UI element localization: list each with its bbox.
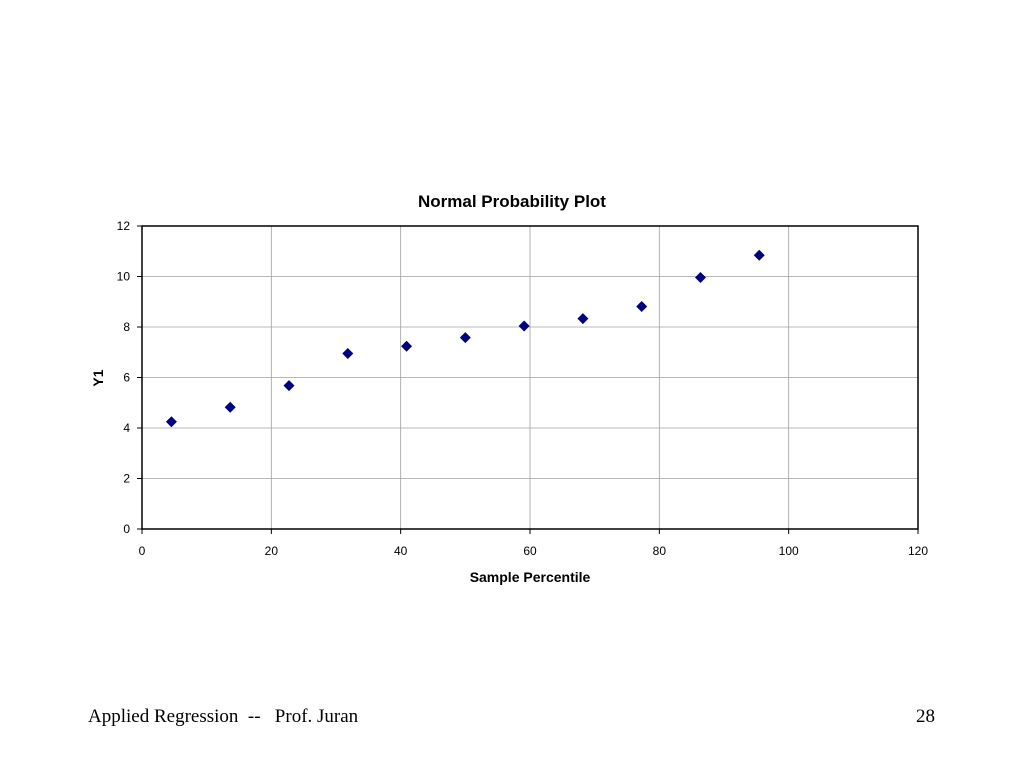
data-point	[753, 249, 765, 261]
x-tick-label: 20	[265, 544, 279, 558]
footer-course-text: Applied Regression -- Prof. Juran	[88, 706, 359, 727]
data-point	[518, 320, 530, 332]
data-point	[636, 301, 648, 313]
x-axis-label: Sample Percentile	[470, 569, 591, 585]
x-tick-label: 80	[653, 544, 667, 558]
x-tick-label: 100	[779, 544, 799, 558]
gridlines	[142, 226, 918, 529]
y-tick-label: 10	[117, 270, 131, 284]
y-tick-label: 2	[123, 472, 130, 486]
page-number: 28	[916, 706, 935, 727]
data-points	[165, 249, 765, 428]
data-point	[694, 272, 706, 284]
y-tick-label: 12	[117, 219, 131, 233]
x-tick-label: 60	[523, 544, 537, 558]
data-point	[342, 348, 354, 360]
x-tick-label: 0	[139, 544, 146, 558]
chart-title: Normal Probability Plot	[418, 192, 606, 211]
y-axis-label: Y1	[90, 369, 106, 386]
data-point	[577, 313, 589, 325]
data-point	[459, 332, 471, 344]
data-point	[224, 401, 236, 413]
x-axis-tick-labels: 0 20 40 60 80 100 120	[139, 529, 928, 558]
y-axis-tick-labels: 0 2 4 6 8 10 12	[117, 219, 142, 536]
x-tick-label: 120	[908, 544, 928, 558]
y-tick-label: 6	[123, 371, 130, 385]
y-tick-label: 8	[123, 320, 130, 334]
data-point	[401, 340, 413, 352]
y-tick-label: 0	[123, 522, 130, 536]
y-tick-label: 4	[123, 421, 130, 435]
x-tick-label: 40	[394, 544, 408, 558]
data-point	[165, 416, 177, 428]
data-point	[283, 380, 295, 392]
